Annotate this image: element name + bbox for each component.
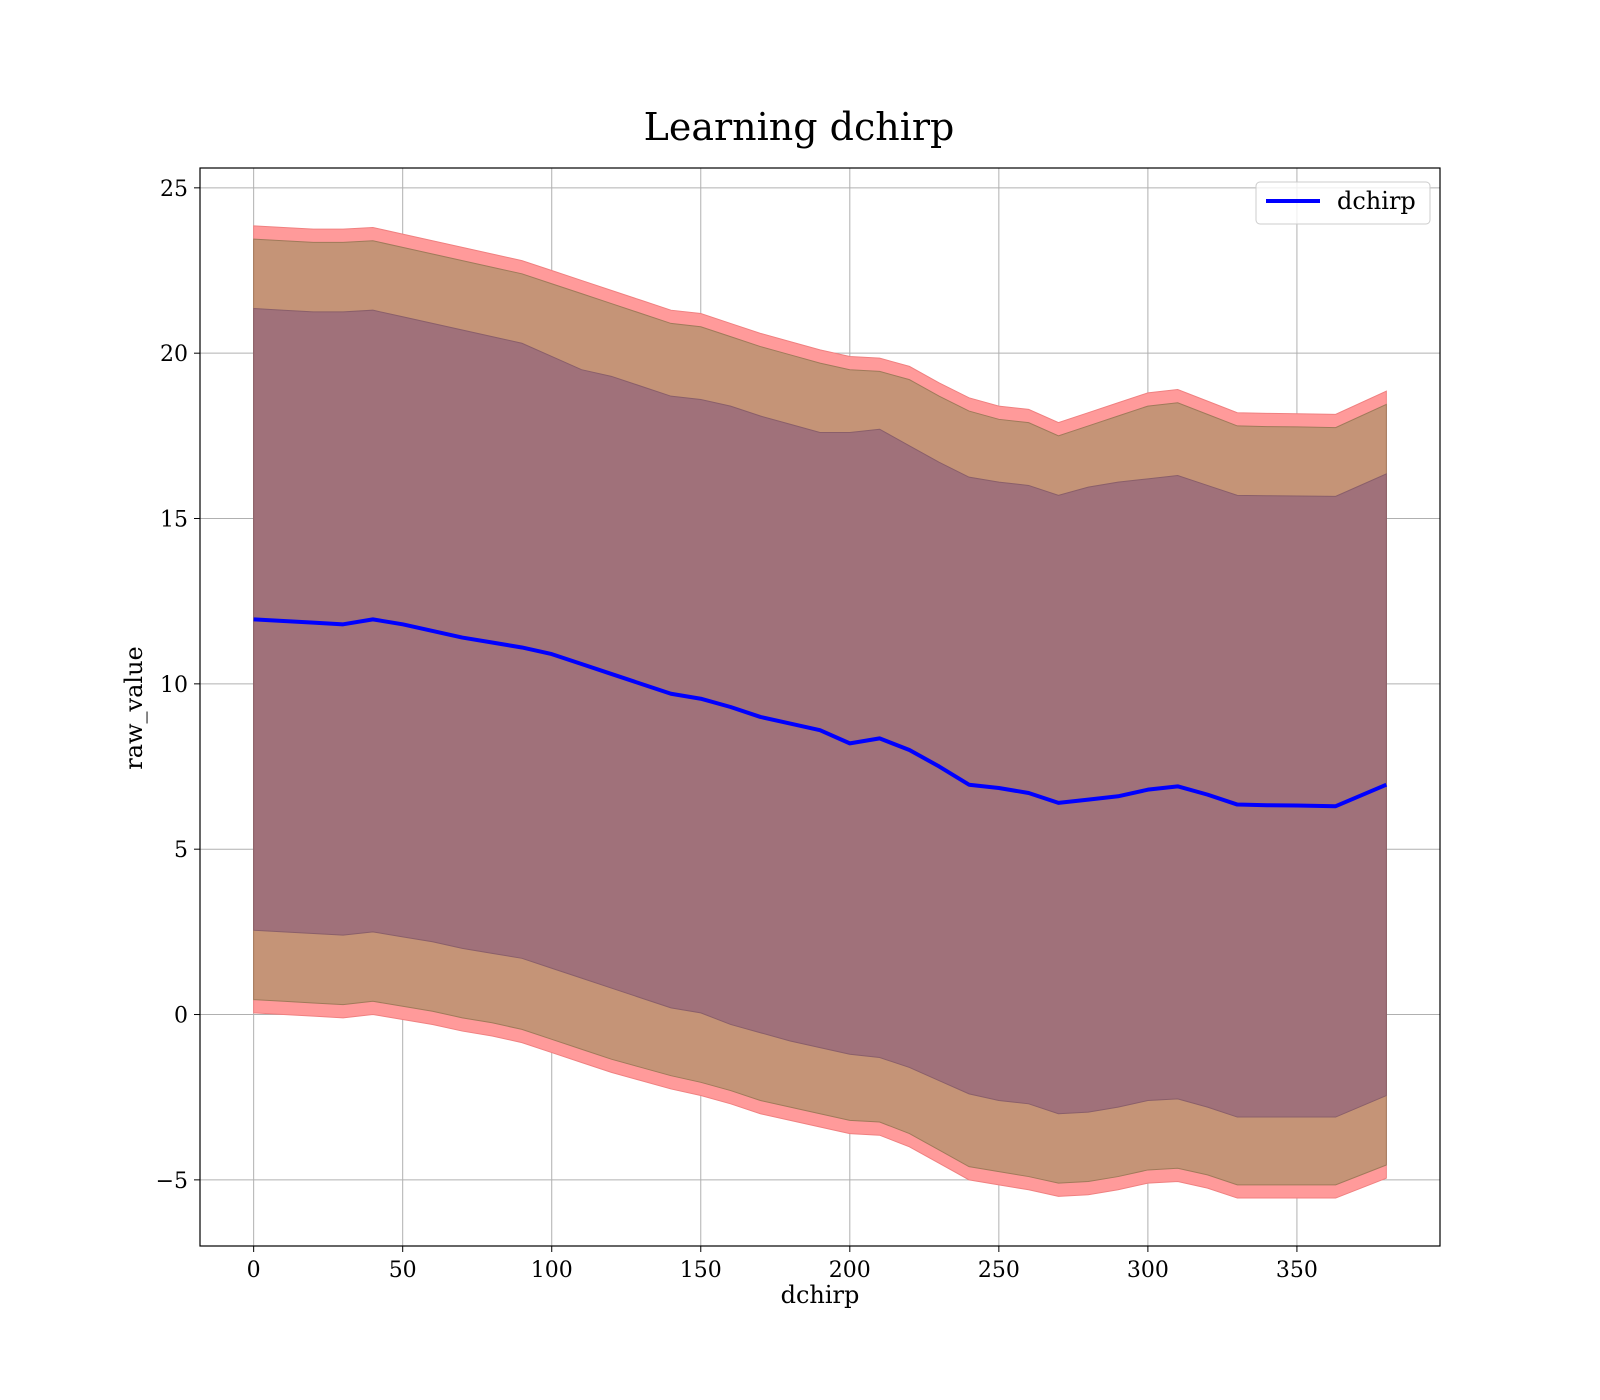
inner-band bbox=[253, 308, 1387, 1118]
chart-title: Learning dchirp bbox=[644, 105, 955, 149]
x-tick-label: 0 bbox=[247, 1258, 261, 1283]
legend: dchirp bbox=[1255, 181, 1431, 225]
y-tick-label: 0 bbox=[174, 1004, 188, 1029]
y-tick-label: 15 bbox=[160, 508, 188, 533]
confidence-bands bbox=[253, 225, 1387, 1199]
series-line-dchirp bbox=[253, 617, 1388, 809]
y-tick-label: 5 bbox=[174, 838, 188, 863]
x-tick-label: 250 bbox=[978, 1258, 1020, 1283]
x-tick-label: 200 bbox=[829, 1258, 871, 1283]
x-tick-label: 100 bbox=[531, 1258, 573, 1283]
x-tick-label: 300 bbox=[1127, 1258, 1169, 1283]
legend-box bbox=[1255, 181, 1431, 225]
y-axis-ticks: −5 0 5 10 15 20 25 bbox=[156, 177, 200, 1194]
y-tick-label: 20 bbox=[160, 342, 188, 367]
y-tick-label: 25 bbox=[160, 177, 188, 202]
x-tick-label: 350 bbox=[1276, 1258, 1318, 1283]
y-axis-label: raw_value bbox=[120, 646, 148, 770]
legend-label: dchirp bbox=[1337, 187, 1416, 215]
x-axis-label: dchirp bbox=[781, 1281, 860, 1309]
series-lines bbox=[253, 617, 1388, 809]
y-tick-label: 10 bbox=[160, 673, 188, 698]
x-axis-ticks: 0 50 100 150 200 250 300 350 bbox=[247, 1246, 1318, 1283]
x-tick-label: 150 bbox=[680, 1258, 722, 1283]
axes-frame bbox=[199, 167, 1441, 1247]
y-tick-label: −5 bbox=[156, 1169, 188, 1194]
x-tick-label: 50 bbox=[389, 1258, 417, 1283]
